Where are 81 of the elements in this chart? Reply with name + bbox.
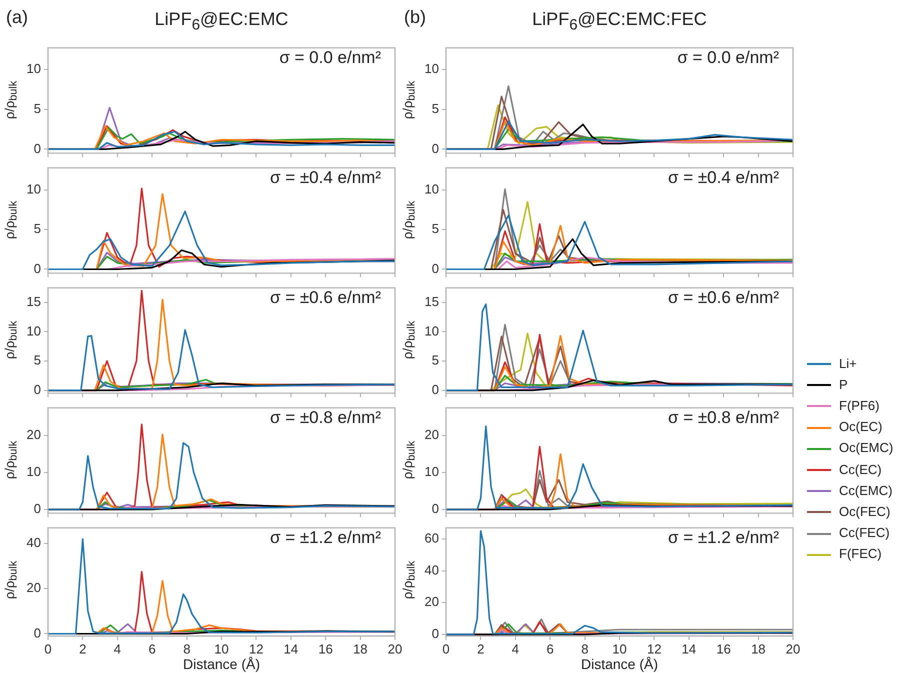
y-tick-label: 60 — [424, 530, 439, 546]
annotation: σ = ±0.6 e/nm² — [270, 288, 381, 308]
legend-label: Oc(FEC) — [839, 504, 890, 519]
y-tick-label: 0 — [34, 140, 41, 156]
y-tick-label: 5 — [34, 221, 41, 236]
x-tick-label: 20 — [388, 641, 402, 656]
x-tick-label: 8 — [581, 641, 588, 656]
x-tick-label: 4 — [512, 641, 520, 656]
annotation: σ = 0.0 e/nm² — [677, 48, 779, 68]
annotation: σ = ±1.2 e/nm² — [270, 528, 381, 548]
chart-title: LiPF$_{6}$@EC:EMC — [154, 9, 290, 34]
x-tick-label: 18 — [751, 641, 766, 656]
legend-label: Cc(EMC) — [839, 482, 892, 498]
x-tick-label: 10 — [612, 641, 627, 656]
legend-label: P — [839, 376, 848, 392]
y-tick-label: 40 — [26, 535, 41, 550]
y-tick-label: 0 — [432, 626, 439, 641]
x-tick-label: 0 — [442, 641, 450, 656]
y-tick-label: 10 — [26, 182, 41, 197]
y-tick-label: 10 — [424, 323, 439, 338]
x-tick-label: 6 — [546, 641, 554, 656]
y-tick-label: 0 — [34, 501, 41, 516]
x-tick-label: 4 — [114, 641, 122, 656]
y-tick-label: 0 — [34, 625, 41, 640]
y-tick-label: 5 — [34, 100, 41, 116]
y-tick-label: 10 — [26, 464, 41, 480]
x-tick-label: 2 — [477, 641, 484, 656]
legend-label: F(PF6) — [839, 398, 880, 413]
legend-label: F(FEC) — [839, 546, 882, 562]
text: (b) — [404, 7, 426, 28]
y-tick-label: 20 — [26, 580, 41, 596]
y-tick-label: 40 — [424, 562, 439, 578]
x-tick-label: 18 — [353, 641, 368, 656]
y-tick-label: 15 — [26, 294, 41, 310]
y-tick-label: 10 — [26, 323, 41, 338]
annotation: σ = ±0.8 e/nm² — [668, 408, 779, 428]
y-tick-label: 10 — [424, 182, 439, 197]
y-tick-label: 20 — [26, 427, 41, 442]
legend-label: Oc(EC) — [839, 419, 882, 434]
x-tick-label: 2 — [79, 641, 86, 656]
y-tick-label: 5 — [432, 352, 439, 368]
x-tick-label: 10 — [214, 641, 229, 656]
x-tick-label: 12 — [646, 641, 662, 656]
annotation: σ = ±0.4 e/nm² — [270, 168, 381, 188]
legend-label: Cc(FEC) — [839, 525, 890, 540]
x-axis-title: Distance (Å) — [182, 656, 262, 672]
y-tick-label: 20 — [424, 594, 439, 610]
annotation: σ = ±0.4 e/nm² — [668, 168, 779, 188]
chart-title: LiPF$_{6}$@EC:EMC:FEC — [531, 9, 708, 34]
x-axis-title: Distance (Å) — [580, 656, 660, 672]
y-tick-label: 10 — [424, 464, 439, 480]
x-tick-label: 20 — [786, 641, 800, 656]
legend-label: Cc(EC) — [839, 462, 882, 477]
x-tick-label: 14 — [284, 641, 298, 656]
y-tick-label: 15 — [424, 294, 439, 310]
x-tick-label: 16 — [318, 641, 333, 656]
x-tick-label: 8 — [183, 641, 190, 656]
annotation: σ = ±1.2 e/nm² — [668, 528, 779, 548]
x-tick-label: 12 — [248, 641, 264, 656]
y-tick-label: 0 — [432, 260, 439, 276]
legend-label: Oc(EMC) — [839, 440, 894, 456]
annotation: σ = ±0.8 e/nm² — [270, 408, 381, 428]
annotation: σ = 0.0 e/nm² — [279, 48, 381, 68]
legend-label: Li+ — [839, 356, 857, 370]
x-tick-label: 16 — [716, 641, 731, 656]
y-tick-label: 0 — [34, 382, 41, 397]
y-tick-label: 10 — [424, 60, 439, 76]
x-tick-label: 14 — [682, 641, 696, 656]
y-tick-label: 0 — [432, 382, 439, 397]
y-tick-label: 5 — [432, 100, 439, 116]
y-tick-label: 20 — [424, 427, 439, 442]
y-tick-label: 5 — [432, 221, 439, 236]
x-tick-label: 6 — [148, 641, 156, 656]
text: (a) — [6, 7, 28, 28]
y-tick-label: 5 — [34, 352, 41, 368]
x-tick-label: 0 — [44, 641, 52, 656]
y-tick-label: 0 — [34, 260, 41, 276]
annotation: σ = ±0.6 e/nm² — [668, 288, 779, 308]
y-tick-label: 10 — [26, 60, 41, 76]
y-tick-label: 0 — [432, 501, 439, 516]
y-tick-label: 0 — [432, 140, 439, 156]
